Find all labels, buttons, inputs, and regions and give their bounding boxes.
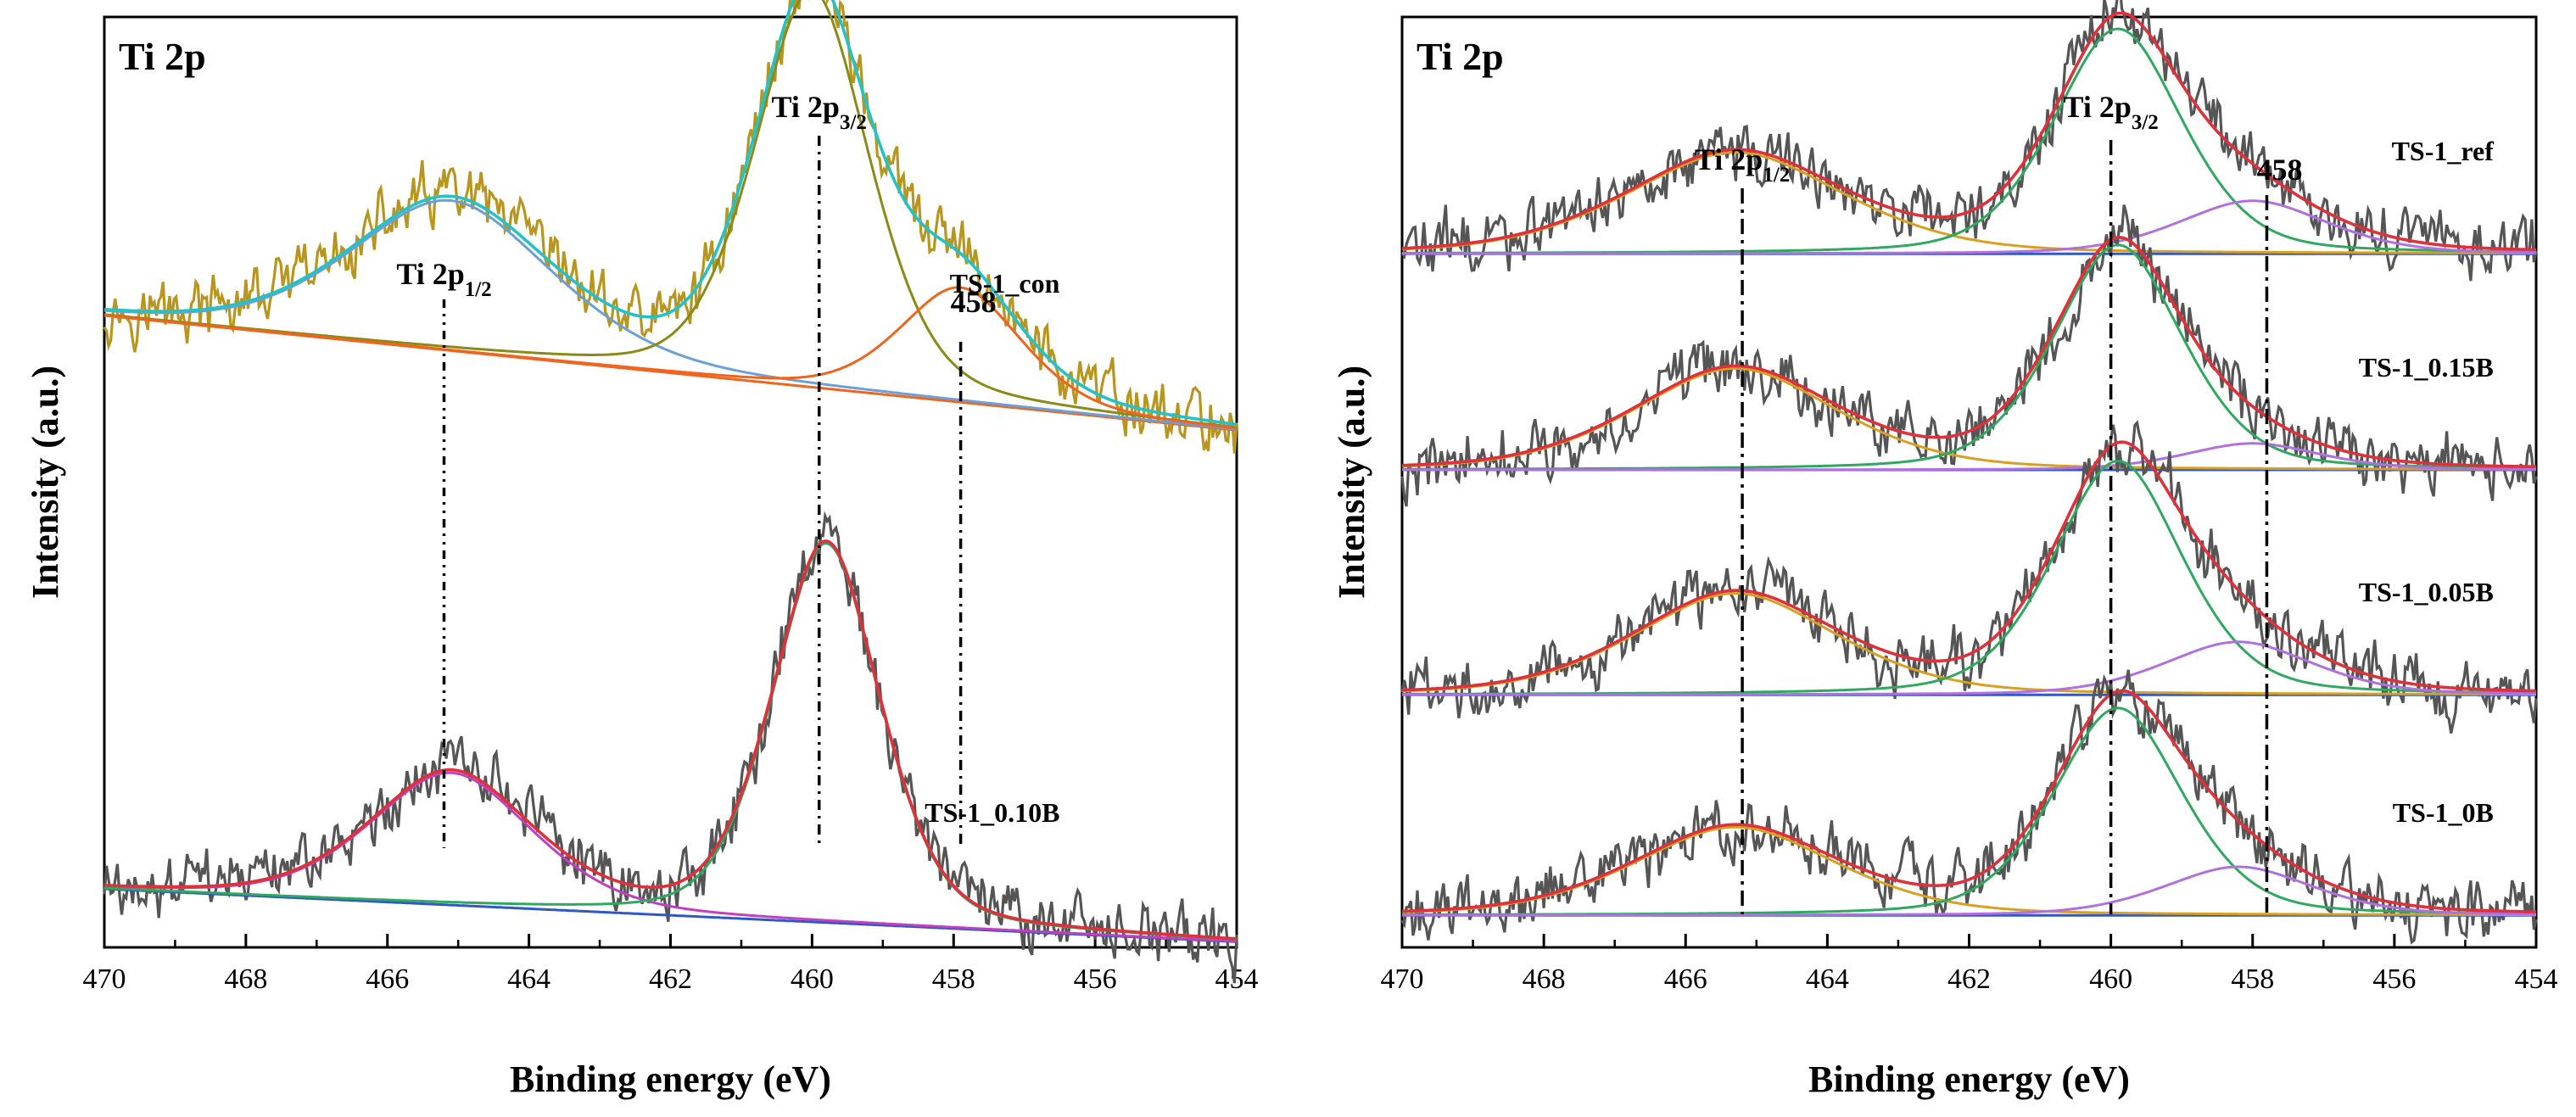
- x-tick-label: 460: [791, 963, 834, 995]
- fit-component-line: [1402, 442, 2537, 472]
- fit-component-line: [103, 198, 1238, 431]
- x-tick-label: 462: [649, 963, 692, 995]
- peak-label: 458: [951, 285, 997, 319]
- panel-title: Ti 2p: [1417, 35, 1504, 78]
- x-tick-label: 468: [224, 963, 267, 995]
- x-tick-label: 456: [1074, 963, 1117, 995]
- x-tick-label: 464: [1806, 963, 1849, 995]
- fit-envelope-line: [1401, 689, 2536, 913]
- x-tick-label: 462: [1947, 963, 1991, 995]
- sample-label: TS-1_ref: [2392, 136, 2495, 166]
- series-TS-1_ref: TS-1_ref: [1400, 0, 2538, 282]
- peak-label: Ti 2p1/2: [396, 257, 491, 301]
- x-tick-label: 468: [1523, 963, 1566, 995]
- peak-label: Ti 2p3/2: [2063, 90, 2158, 134]
- fit-envelope-line: [103, 0, 1238, 427]
- fit-component-line: [103, 286, 1238, 430]
- y-axis-title: Intensity (a.u.): [25, 366, 66, 599]
- raw-spectrum-line: [103, 0, 1238, 454]
- x-tick-label: 470: [83, 963, 126, 995]
- peak-label: Ti 2p3/2: [772, 90, 867, 134]
- plot-frame: [103, 15, 1238, 949]
- x-tick-label: 464: [507, 963, 550, 995]
- fit-component-line: [1402, 707, 2536, 916]
- x-tick-label: 470: [1381, 963, 1424, 995]
- sample-label: TS-1_0.10B: [925, 797, 1059, 828]
- fit-component-line: [1402, 199, 2536, 255]
- peak-label: 458: [2256, 153, 2302, 187]
- series-TS-1_con: TS-1_con: [103, 0, 1238, 454]
- fit-envelope-line: [1401, 440, 2536, 693]
- chart-panel-2: 470 468 466 464 462 460 458 456 454 Binding energ…: [1331, 0, 2558, 1100]
- fit-component-line: [1402, 640, 2537, 696]
- sample-label: TS-1_0.05B: [2359, 577, 2494, 607]
- raw-spectrum-line: [103, 511, 1238, 984]
- series-TS-1_0.10B: TS-1_0.10B: [103, 511, 1238, 984]
- fit-envelope-line: [103, 539, 1238, 941]
- y-axis-title: Intensity (a.u.): [1331, 366, 1372, 599]
- x-tick-label: 456: [2372, 963, 2416, 995]
- series-TS-1_0.15B: TS-1_0.15B: [1400, 204, 2538, 507]
- x-axis-title: Binding energy (eV): [1808, 1058, 2130, 1100]
- x-tick-label: 454: [1215, 963, 1259, 995]
- fit-component-line: [1401, 366, 2536, 471]
- sample-label: TS-1_con: [950, 268, 1060, 299]
- fit-envelope-line: [1401, 11, 2536, 252]
- fit-component-line: [103, 0, 1238, 429]
- fit-envelope-line: [1401, 236, 2537, 469]
- series-TS-1_0B: TS-1_0B: [1400, 669, 2538, 945]
- x-axis-title: Binding energy (eV): [510, 1058, 831, 1100]
- x-tick-label: 466: [366, 963, 409, 995]
- chart-panel-1: 470 468 466 464 462 460 458 456 454 Binding energ…: [25, 0, 1259, 1100]
- fit-component-line: [1402, 865, 2536, 917]
- sample-label: TS-1_0.15B: [2359, 352, 2494, 383]
- x-tick-label: 460: [2089, 963, 2132, 995]
- series-TS-1_0.05B: TS-1_0.05B: [1400, 420, 2538, 734]
- x-tick-label: 454: [2515, 963, 2558, 995]
- sample-label: TS-1_0B: [2393, 797, 2494, 828]
- x-tick-label: 466: [1664, 963, 1707, 995]
- raw-spectrum-line: [1400, 0, 2538, 282]
- x-tick-label: 458: [932, 963, 975, 995]
- panel-title: Ti 2p: [119, 35, 206, 78]
- x-tick-label: 458: [2231, 963, 2274, 995]
